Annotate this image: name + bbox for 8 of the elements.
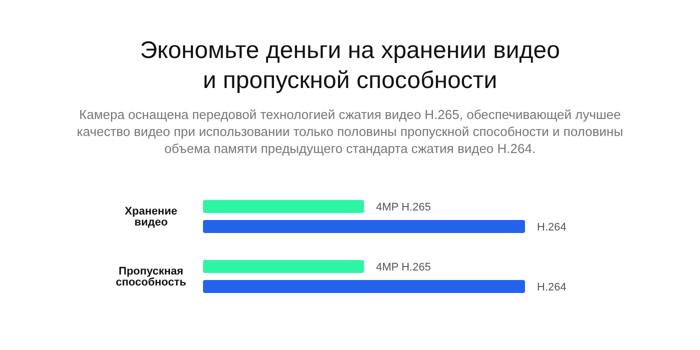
chart-subtitle: Камера оснащена передовой технологией сжатия видео H.265, обеспечивающей лучшее качество видео при использовании только половины пропускной способности и половины объема памяти предыдущего стандарта сжатия видео H.264. (76, 106, 624, 157)
y-tick-label: Хранение видео (124, 205, 178, 228)
chart-title: Экономьте деньги на хранении видео и пропускной способности (140, 36, 560, 96)
y-tick-label: Пропускная способность (116, 265, 186, 288)
series-label: 4MP H.265 (376, 202, 431, 214)
text: H.264 (537, 282, 566, 294)
text: 4MP H.265 (376, 262, 431, 274)
series-label: H.264 (537, 222, 566, 234)
